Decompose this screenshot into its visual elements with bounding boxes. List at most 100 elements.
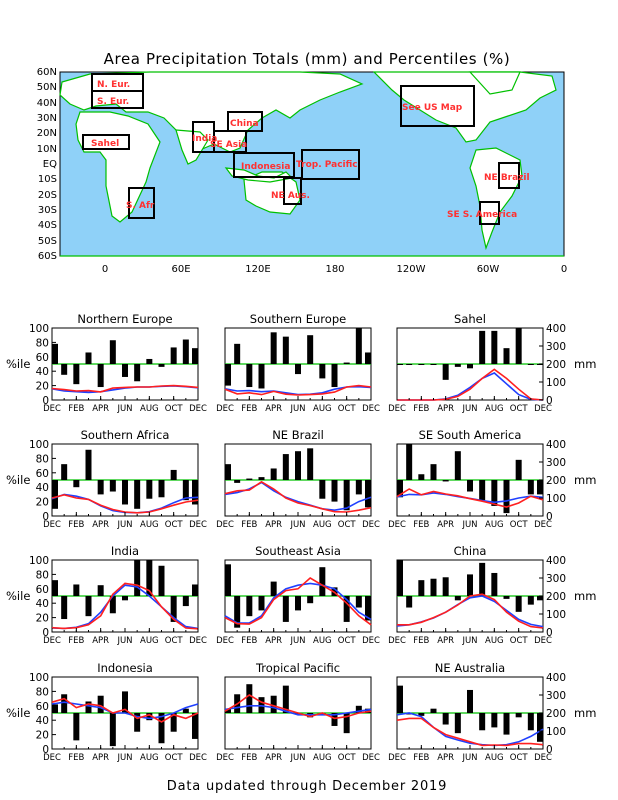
y2-tick-label: 200	[546, 708, 566, 720]
y-tick-label: 20	[36, 381, 49, 393]
x-tick-label: JUN	[289, 520, 305, 530]
chart-title: Southeast Asia	[255, 544, 341, 558]
y-tick-label: 0	[42, 395, 49, 407]
percentile-bar	[430, 578, 437, 596]
y-tick-label: 40	[36, 715, 49, 727]
y2-tick-label: 400	[546, 323, 566, 335]
y-tick-label: 60	[36, 352, 49, 364]
percentile-bar	[246, 364, 253, 388]
actual-precip-line	[51, 582, 199, 630]
x-tick-label: JUN	[461, 753, 477, 763]
x-tick-label: DEC	[388, 404, 406, 414]
percentile-bar	[182, 708, 189, 713]
chart-title: Southern Europe	[250, 312, 346, 326]
region-box-ne-australia	[283, 177, 302, 205]
x-tick-label: OCT	[165, 520, 184, 530]
x-tick-label: DEC	[534, 520, 552, 530]
percentile-bar	[467, 364, 473, 369]
y2-unit-label: mm	[574, 357, 596, 371]
percentile-bar	[97, 364, 104, 388]
x-tick-label: APR	[92, 636, 109, 646]
percentile-bar	[295, 364, 301, 375]
world-map: 60N 50N 40N 30N 20N 10N EQ 10S 20S 30S 4…	[37, 67, 567, 275]
y2-tick-label: 0	[546, 395, 553, 407]
actual-precip-line	[224, 577, 372, 626]
percentile-bar	[491, 330, 498, 364]
percentile-bar	[85, 449, 92, 480]
percentile-bar	[270, 468, 277, 480]
region-box-ne-brazil	[498, 162, 520, 189]
percentile-bar	[85, 701, 92, 713]
percentile-bar	[182, 596, 189, 607]
normal-precip-line	[224, 704, 372, 716]
percentile-bar	[503, 480, 510, 514]
y2-tick-label: 200	[546, 591, 566, 603]
lat-label: 10N	[37, 144, 57, 155]
lat-label: 30S	[38, 205, 57, 216]
y2-tick-label: 300	[546, 457, 566, 469]
percentile-bar	[365, 596, 371, 621]
region-label: Trop. Pacific	[296, 160, 358, 170]
chart-panel: Southern Europe DEC FEB APR JUN AUG OCT DEC	[216, 312, 380, 414]
x-tick-label: APR	[265, 636, 282, 646]
region-label: N. Eur.	[97, 80, 130, 90]
lat-label: 20S	[38, 190, 57, 201]
percentile-bar	[225, 464, 231, 480]
percentile-bar	[418, 713, 425, 716]
y2-tick-label: 100	[546, 377, 566, 389]
percentile-bar	[503, 348, 510, 364]
y2-tick-label: 400	[546, 439, 566, 451]
percentile-bar	[234, 480, 241, 483]
x-tick-label: AUG	[313, 753, 332, 763]
actual-precip-line	[224, 694, 372, 720]
percentile-bar	[122, 596, 128, 601]
x-tick-label: FEB	[241, 520, 257, 530]
percentile-bar	[192, 713, 198, 739]
x-tick-label: DEC	[534, 753, 552, 763]
percentile-bar	[397, 685, 403, 713]
y2-tick-label: 0	[546, 511, 553, 523]
x-tick-label: AUG	[485, 404, 504, 414]
percentile-bar	[430, 464, 437, 480]
x-tick-label: FEB	[241, 404, 257, 414]
lon-label: 180	[325, 264, 344, 275]
percentile-bar	[192, 348, 198, 364]
land-greenland	[468, 71, 521, 95]
x-tick-label: JUN	[461, 636, 477, 646]
actual-precip-line	[396, 488, 544, 508]
x-tick-label: DEC	[216, 520, 234, 530]
chart-panel: Southeast Asia DEC FEB APR JUN AUG OCT DEC	[216, 544, 380, 646]
percentile-bar	[365, 480, 371, 508]
y2-unit-label: mm	[574, 473, 596, 487]
x-tick-label: OCT	[338, 404, 357, 414]
percentile-bar	[397, 364, 403, 365]
y-tick-label: 100	[29, 439, 49, 451]
percentile-bar	[73, 584, 80, 596]
chart-title: Southern Africa	[81, 428, 170, 442]
lon-label: 60W	[477, 264, 500, 275]
percentile-bar	[418, 364, 425, 365]
x-tick-label: OCT	[338, 520, 357, 530]
y-tick-label: 20	[36, 497, 49, 509]
percentile-bar	[85, 596, 92, 617]
x-tick-label: APR	[265, 753, 282, 763]
percentile-bar	[246, 478, 253, 480]
y-tick-label: 80	[36, 453, 49, 465]
percentile-bar	[491, 572, 498, 596]
percentile-bar	[527, 596, 534, 605]
percentile-bar	[182, 339, 189, 364]
lon-label: 120W	[397, 264, 426, 275]
percentile-bar	[442, 577, 449, 596]
percentile-bar	[397, 560, 403, 596]
map-region-boxes	[82, 73, 520, 225]
x-tick-label: JUN	[116, 404, 132, 414]
y-tick-label: 40	[36, 482, 49, 494]
lon-label: 60E	[171, 264, 190, 275]
x-tick-label: JUN	[289, 753, 305, 763]
y2-tick-label: 100	[546, 726, 566, 738]
percentile-bar	[170, 713, 177, 732]
lat-label: 40S	[38, 220, 57, 231]
lon-label: 120E	[245, 264, 270, 275]
